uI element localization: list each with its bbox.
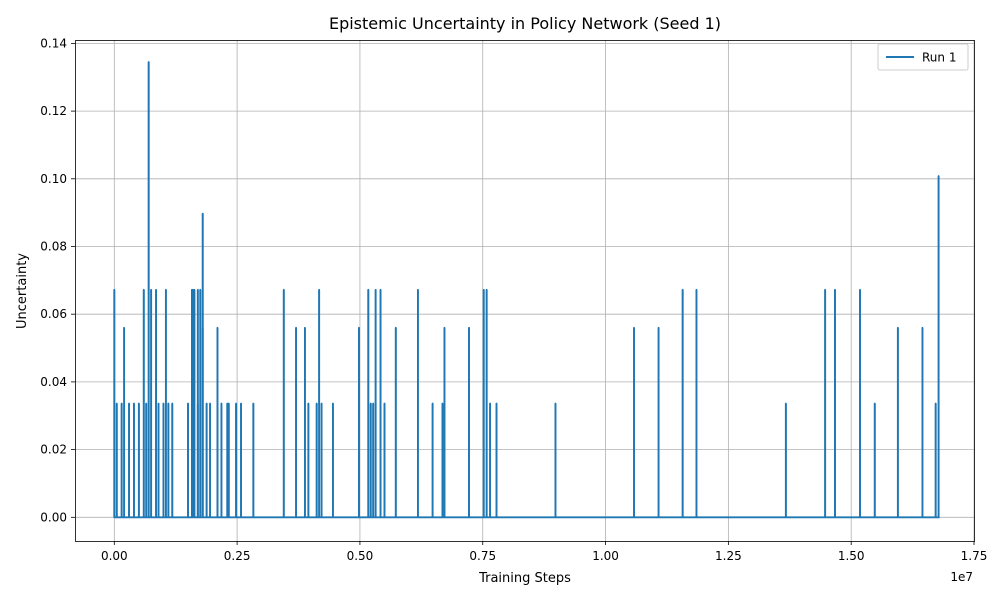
legend: Run 1 — [877, 43, 969, 71]
chart-title: Epistemic Uncertainty in Policy Network … — [329, 14, 721, 33]
x-tick-label: 0.50 — [347, 549, 374, 563]
x-tick-label: 1.75 — [961, 549, 988, 563]
x-axis-label: Training Steps — [478, 571, 571, 586]
y-tick-label: 0.06 — [40, 307, 67, 321]
legend-box — [877, 43, 969, 71]
x-tick-label: 1.00 — [592, 549, 619, 563]
y-axis-label: Uncertainty — [15, 253, 30, 329]
ticks-layer: 0.00 0.25 0.50 0.75 1.00 1.25 1.50 1.75 0.00 0.02… — [40, 36, 987, 563]
y-tick-label: 0.00 — [40, 510, 67, 524]
y-tick-label: 0.04 — [40, 375, 67, 389]
x-tick-label: 0.25 — [224, 549, 251, 563]
plot-frame — [75, 40, 975, 542]
x-tick-label: 0.00 — [101, 549, 128, 563]
y-tick-label: 0.12 — [40, 104, 67, 118]
x-tick-label: 0.75 — [469, 549, 496, 563]
y-tick-label: 0.08 — [40, 239, 67, 253]
y-tick-label: 0.02 — [40, 443, 67, 457]
x-tick-label: 1.25 — [715, 549, 742, 563]
y-tick-label: 0.10 — [40, 172, 67, 186]
legend-label-run-1: Run 1 — [922, 51, 956, 65]
series-layer — [113, 61, 940, 519]
y-tick-label: 0.14 — [40, 36, 67, 50]
x-tick-label: 1.50 — [838, 549, 865, 563]
x-offset-label: 1e7 — [950, 570, 973, 584]
grid-layer — [75, 40, 975, 541]
